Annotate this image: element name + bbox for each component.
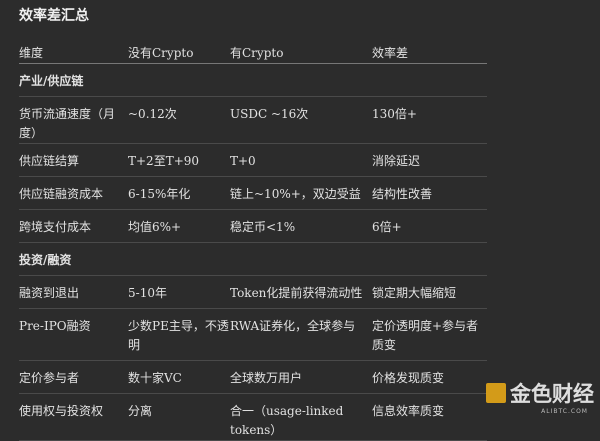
table-row: 货币流通速度（月度） ~0.12次 USDC ~16次 130倍+ <box>19 97 487 144</box>
table-cell: 融资到退出 <box>19 286 80 300</box>
table-cell: ~0.12次 <box>128 107 177 121</box>
table-cell: 使用权与投资权 <box>19 404 104 418</box>
table-row: 跨境支付成本 均值6%+ 稳定币<1% 6倍+ <box>19 210 487 243</box>
table-cell: RWA证券化，全球参与 <box>230 319 356 333</box>
table-cell <box>230 243 372 276</box>
table-cell: 定价参与者 <box>19 371 80 385</box>
watermark-subtext: ALIBTC.COM <box>541 408 588 415</box>
table-cell: T+0 <box>230 154 256 168</box>
table-cell: 货币流通速度（月度） <box>19 107 116 140</box>
table-row: 使用权与投资权 分离 合一（usage-linked tokens） 信息效率质变 <box>19 394 487 441</box>
table-cell: USDC ~16次 <box>230 107 309 121</box>
table-cell: 价格发现质变 <box>372 371 445 385</box>
table-cell: T+2至T+90 <box>128 154 200 168</box>
table-cell: Token化提前获得流动性 <box>230 286 363 300</box>
table-row: 定价参与者 数十家VC 全球数万用户 价格发现质变 <box>19 361 487 394</box>
table-cell <box>372 64 487 97</box>
section-row: 产业/供应链 <box>19 64 487 97</box>
table-cell: 分离 <box>128 404 153 418</box>
table-cell: 供应链融资成本 <box>19 187 104 201</box>
column-header: 没有Crypto <box>128 46 194 60</box>
watermark-icon <box>486 383 506 403</box>
table-cell: 结构性改善 <box>372 187 433 201</box>
table-cell: 均值6%+ <box>128 220 182 234</box>
table-cell <box>128 243 230 276</box>
table-cell: 合一（usage-linked tokens） <box>230 404 344 437</box>
table-cell: 6倍+ <box>372 220 402 234</box>
table-cell: 5-10年 <box>128 286 167 300</box>
table-row: 融资到退出 5-10年 Token化提前获得流动性 锁定期大幅缩短 <box>19 276 487 309</box>
table-row: Pre-IPO融资 少数PE主导，不透明 RWA证券化，全球参与 定价透明度+参与者质… <box>19 309 487 361</box>
column-header: 维度 <box>19 46 44 60</box>
table-header-row: 维度 没有Crypto 有Crypto 效率差 <box>19 36 487 64</box>
table-cell <box>128 64 230 97</box>
table-cell: 稳定币<1% <box>230 220 296 234</box>
table-cell: 链上~10%+，双边受益 <box>230 187 361 201</box>
table-cell <box>230 64 372 97</box>
table-cell: 6-15%年化 <box>128 187 191 201</box>
watermark-logo: 金色财经 <box>486 378 594 408</box>
table-cell: 130倍+ <box>372 107 417 121</box>
table-cell: 少数PE主导，不透明 <box>128 319 229 352</box>
table-cell: 产业/供应链 <box>19 74 84 88</box>
table-cell: 全球数万用户 <box>230 371 303 385</box>
table-cell: 信息效率质变 <box>372 404 445 418</box>
table-cell: 投资/融资 <box>19 253 72 267</box>
section-row: 投资/融资 <box>19 243 487 276</box>
table-cell: 跨境支付成本 <box>19 220 92 234</box>
table-cell: 定价透明度+参与者质变 <box>372 319 479 352</box>
page-title: 效率差汇总 <box>19 8 89 24</box>
table-cell: 数十家VC <box>128 371 182 385</box>
column-header: 效率差 <box>372 46 409 60</box>
column-header: 有Crypto <box>230 46 284 60</box>
table-cell: 锁定期大幅缩短 <box>372 286 457 300</box>
table-cell: Pre-IPO融资 <box>19 319 91 333</box>
watermark-text: 金色财经 <box>510 382 594 406</box>
table-cell: 消除延迟 <box>372 154 421 168</box>
table-cell: 供应链结算 <box>19 154 80 168</box>
table-cell <box>372 243 487 276</box>
efficiency-table: 维度 没有Crypto 有Crypto 效率差 产业/供应链货币流通速度（月度）… <box>19 36 487 441</box>
table-row: 供应链融资成本 6-15%年化 链上~10%+，双边受益 结构性改善 <box>19 177 487 210</box>
table-row: 供应链结算 T+2至T+90 T+0 消除延迟 <box>19 144 487 177</box>
